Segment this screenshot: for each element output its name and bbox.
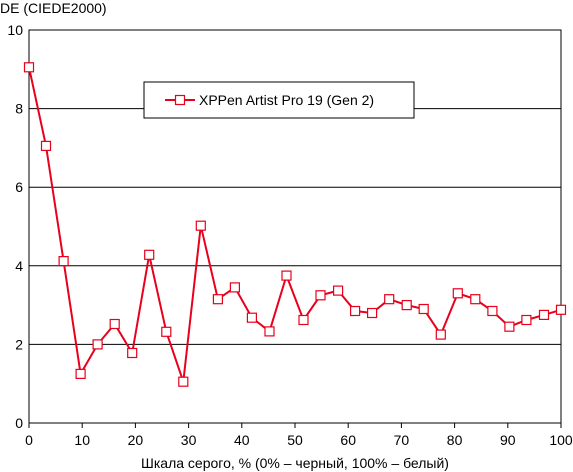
data-point bbox=[109, 318, 120, 330]
y-tick-label: 0 bbox=[15, 415, 23, 431]
data-point bbox=[40, 140, 52, 151]
x-axis-label: Шкала серого, % (0% – черный, 100% – бел… bbox=[141, 455, 449, 471]
x-tick-label: 40 bbox=[234, 432, 250, 448]
y-axis-ticks: 0 2 4 6 8 10 bbox=[7, 22, 23, 431]
series-markers bbox=[23, 62, 567, 387]
y-tick-label: 10 bbox=[7, 22, 23, 38]
x-tick-label: 70 bbox=[394, 432, 410, 448]
data-point bbox=[384, 294, 395, 305]
y-tick-label: 6 bbox=[15, 179, 23, 195]
data-point bbox=[92, 339, 103, 350]
data-point bbox=[298, 314, 309, 326]
data-point bbox=[281, 270, 292, 281]
x-tick-label: 80 bbox=[447, 432, 463, 448]
x-tick-label: 10 bbox=[74, 432, 90, 448]
data-point bbox=[178, 376, 189, 387]
data-point bbox=[58, 256, 69, 267]
data-point bbox=[127, 347, 138, 359]
data-point bbox=[161, 326, 172, 337]
data-point bbox=[144, 249, 155, 260]
data-point bbox=[315, 290, 326, 301]
data-point bbox=[212, 294, 223, 305]
data-point bbox=[264, 326, 275, 337]
data-point bbox=[367, 307, 378, 319]
data-point bbox=[75, 368, 86, 379]
data-point bbox=[246, 312, 257, 323]
data-point bbox=[538, 309, 550, 320]
y-tick-label: 4 bbox=[15, 258, 23, 274]
data-point bbox=[333, 285, 344, 296]
y-tick-label: 2 bbox=[15, 336, 23, 352]
data-point bbox=[470, 294, 481, 305]
data-point bbox=[418, 303, 429, 315]
x-tick-label: 50 bbox=[287, 432, 303, 448]
x-axis-ticks: 0 10 20 30 40 50 60 70 80 90 100 bbox=[25, 423, 573, 448]
legend: XPPen Artist Pro 19 (Gen 2) bbox=[143, 81, 415, 119]
data-point bbox=[452, 288, 463, 299]
x-tick-label: 90 bbox=[500, 432, 516, 448]
data-point bbox=[401, 300, 412, 311]
y-axis-label: DE (CIEDE2000) bbox=[0, 0, 107, 16]
y-tick-label: 8 bbox=[15, 101, 23, 117]
data-point bbox=[504, 321, 515, 332]
legend-marker bbox=[174, 94, 186, 106]
data-point bbox=[195, 220, 206, 231]
legend-label: XPPen Artist Pro 19 (Gen 2) bbox=[199, 92, 374, 108]
data-point bbox=[555, 304, 567, 315]
data-point bbox=[435, 329, 446, 340]
x-tick-label: 60 bbox=[340, 432, 356, 448]
x-tick-label: 100 bbox=[549, 432, 573, 448]
data-point bbox=[521, 314, 532, 326]
data-point bbox=[229, 282, 240, 293]
x-tick-label: 30 bbox=[181, 432, 197, 448]
data-point bbox=[350, 305, 361, 317]
x-tick-label: 20 bbox=[128, 432, 144, 448]
data-point bbox=[487, 305, 498, 317]
x-tick-label: 0 bbox=[25, 432, 33, 448]
data-point bbox=[23, 62, 35, 73]
